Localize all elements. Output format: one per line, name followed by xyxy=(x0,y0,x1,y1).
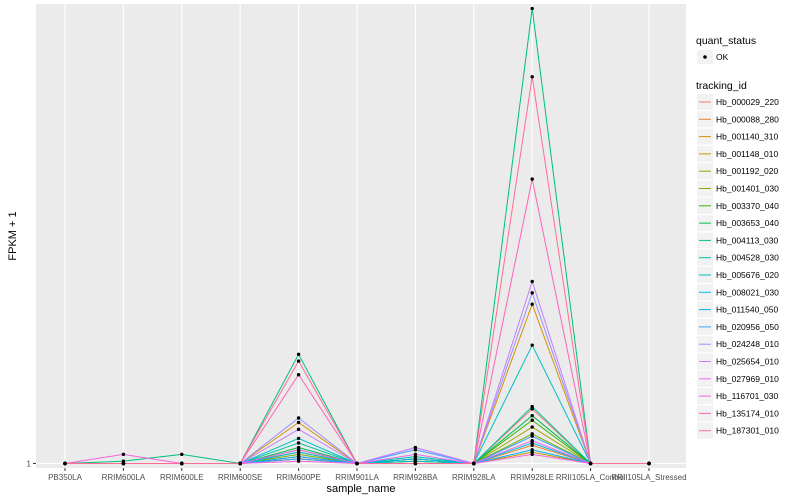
data-point xyxy=(413,461,418,466)
data-point xyxy=(296,441,301,445)
data-point xyxy=(530,279,534,284)
legend-label: Hb_027969_010 xyxy=(716,374,779,384)
y-tick-label: 1 xyxy=(27,459,32,468)
legend-quant-status-title: quant_status xyxy=(696,35,756,47)
data-point xyxy=(180,461,184,466)
x-tick-label: RRIM600LE xyxy=(160,473,204,482)
y-axis-title: FPKM + 1 xyxy=(7,211,19,260)
x-tick-label: RRIM600SE xyxy=(218,473,262,482)
data-point xyxy=(530,425,534,429)
data-point xyxy=(413,452,418,457)
x-tick-label: RRIM600LA xyxy=(102,473,146,482)
x-axis-title: sample_name xyxy=(326,483,395,495)
data-point xyxy=(63,461,67,466)
data-point xyxy=(530,291,534,295)
legend-label: Hb_020956_050 xyxy=(716,322,779,332)
data-point xyxy=(296,436,301,441)
legend-label: Hb_005676_020 xyxy=(716,270,779,280)
data-point xyxy=(296,448,301,452)
legend-quant-status-entries: OK xyxy=(697,50,729,64)
data-point xyxy=(530,343,534,347)
legend: quant_status OK tracking_id Hb_000029_22… xyxy=(696,35,779,439)
legend-label: Hb_011540_050 xyxy=(716,305,779,315)
legend-label: Hb_000029_220 xyxy=(716,97,779,107)
data-point xyxy=(296,420,301,425)
legend-label: Hb_001140_310 xyxy=(716,132,779,142)
data-point xyxy=(121,461,126,466)
data-point xyxy=(472,461,476,466)
x-tick-label: RRIM928BA xyxy=(393,473,438,482)
data-point xyxy=(296,352,301,356)
data-point xyxy=(296,427,301,432)
data-point xyxy=(355,461,359,466)
legend-label: Hb_116701_030 xyxy=(716,391,779,401)
data-point xyxy=(413,457,418,461)
legend-label: Hb_003653_040 xyxy=(716,218,779,228)
data-point xyxy=(530,75,534,79)
y-axis-ticks: 1 xyxy=(27,459,36,468)
x-tick-label: RRIM928LA xyxy=(452,473,496,482)
data-point xyxy=(530,448,534,452)
data-point xyxy=(296,359,301,363)
data-point xyxy=(238,461,242,466)
legend-label: Hb_024248_010 xyxy=(716,339,779,349)
data-point xyxy=(296,416,301,420)
x-tick-label: RRII105LA_Stressed xyxy=(611,473,686,482)
legend-label: Hb_135174_010 xyxy=(716,408,779,418)
plot-panel xyxy=(36,4,686,468)
data-point xyxy=(530,418,534,422)
legend-label: Hb_004113_030 xyxy=(716,235,779,245)
legend-label: Hb_000088_280 xyxy=(716,114,779,124)
data-point xyxy=(413,445,418,450)
data-point xyxy=(530,439,534,443)
legend-tracking-title: tracking_id xyxy=(696,80,747,92)
data-point xyxy=(530,452,534,457)
data-point xyxy=(530,302,534,306)
data-point xyxy=(296,373,301,377)
legend-tracking-entries: Hb_000029_220 Hb_000088_280 Hb_001140_310 H… xyxy=(697,94,779,439)
legend-label: OK xyxy=(716,52,729,62)
x-tick-label: RRII105LA_Control xyxy=(556,473,626,482)
legend-key-point xyxy=(703,55,707,59)
data-point xyxy=(121,452,126,457)
x-tick-label: PB350LA xyxy=(48,473,82,482)
data-point xyxy=(180,452,184,457)
legend-label: Hb_003370_040 xyxy=(716,201,779,211)
data-point xyxy=(530,6,534,11)
data-point xyxy=(530,413,534,418)
data-point xyxy=(530,434,534,438)
legend-label: Hb_187301_010 xyxy=(716,426,779,436)
x-tick-label: RRIM600PE xyxy=(276,473,320,482)
data-points xyxy=(63,6,651,466)
legend-label: Hb_001401_030 xyxy=(716,184,779,194)
x-axis-ticks: PB350LA RRIM600LA RRIM600LE RRIM600SE RRIM60… xyxy=(48,468,687,482)
data-point xyxy=(588,461,593,466)
legend-label: Hb_025654_010 xyxy=(716,357,779,367)
data-point xyxy=(296,459,301,463)
legend-label: Hb_001148_010 xyxy=(716,149,779,159)
legend-label: Hb_008021_030 xyxy=(716,287,779,297)
data-point xyxy=(530,177,534,181)
legend-label: Hb_001192_020 xyxy=(716,166,779,176)
x-tick-label: RRIM901LA xyxy=(335,473,379,482)
legend-label: Hb_004528_030 xyxy=(716,253,779,263)
data-point xyxy=(530,404,534,409)
x-tick-label: RRIM928LE xyxy=(510,473,554,482)
data-point xyxy=(647,461,651,466)
